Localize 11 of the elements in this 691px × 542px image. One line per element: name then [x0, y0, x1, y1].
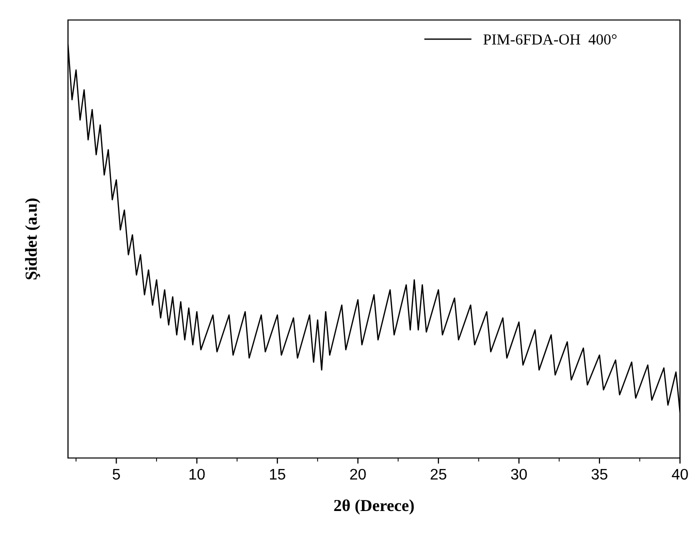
x-tick-label: 25	[430, 468, 446, 480]
x-tick-label: 10	[190, 468, 205, 480]
x-axis-title: 2θ (Derece)	[334, 499, 414, 515]
x-tick-label: 35	[592, 468, 608, 480]
legend-label: PIM-6FDA-OH 400°	[483, 34, 617, 45]
x-tick-label: 30	[511, 468, 527, 480]
x-tick-label: 5	[112, 468, 120, 480]
x-tick-label: 15	[270, 468, 286, 480]
y-axis-title: Şiddet (a.u)	[25, 198, 40, 280]
x-tick-label: 20	[350, 468, 366, 480]
x-tick-label: 40	[672, 468, 688, 480]
